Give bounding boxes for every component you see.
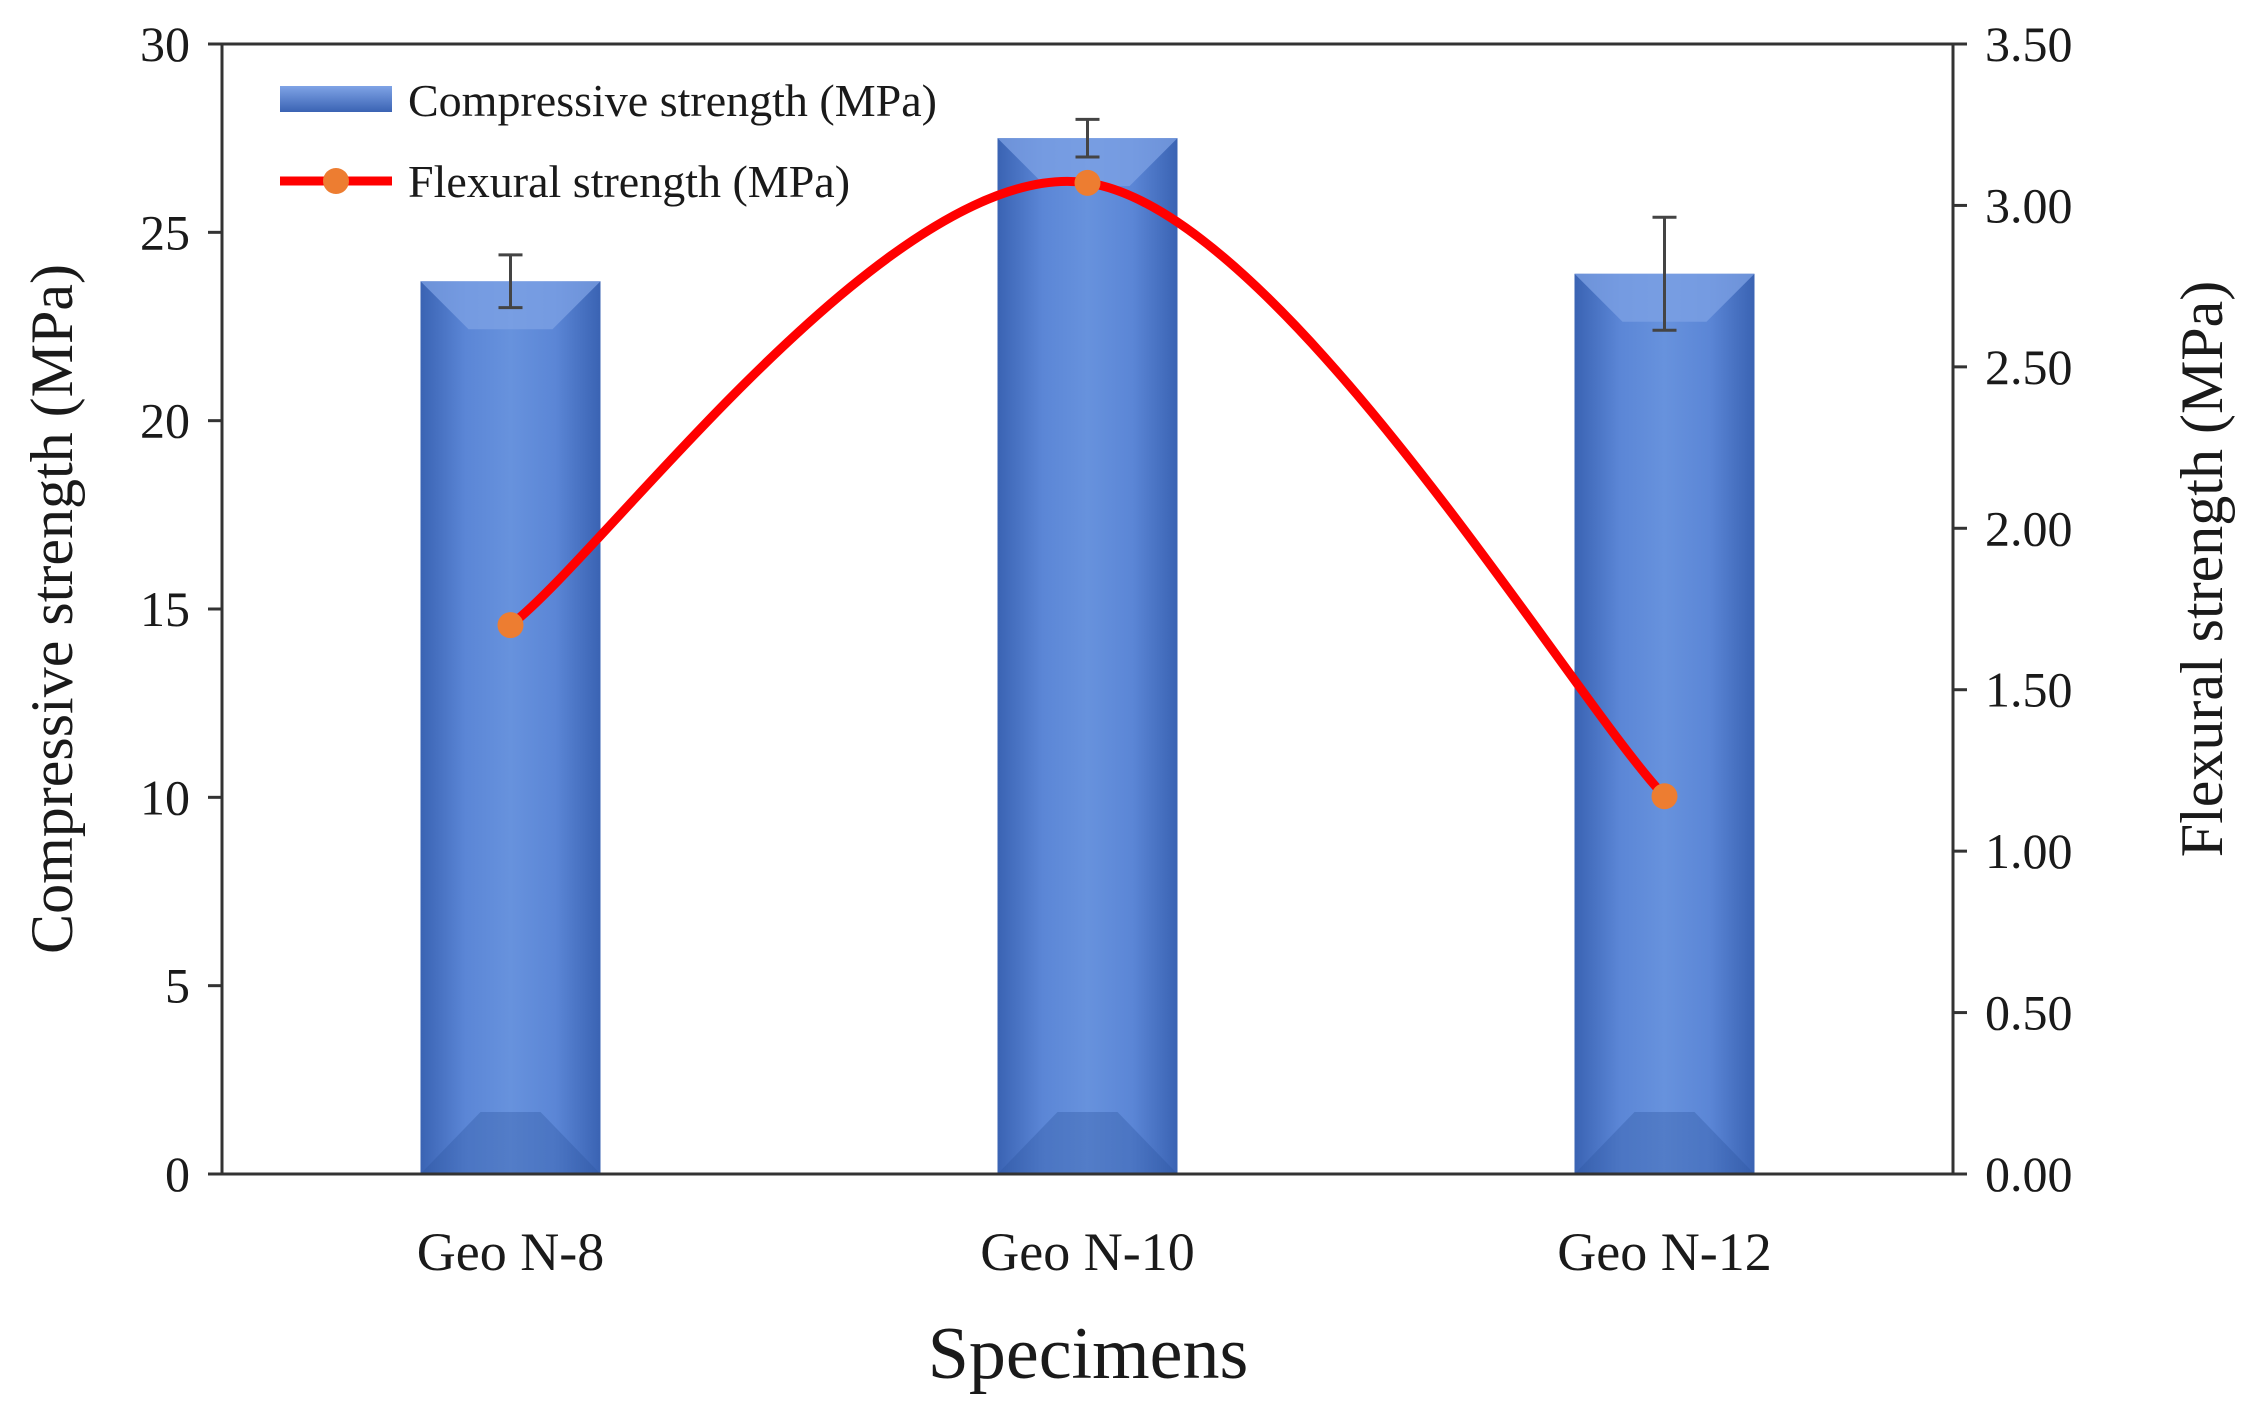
bar-geo-n-8 (420, 281, 601, 1174)
y-right-tick-label: 1.00 (1985, 823, 2073, 879)
flexural-point-geo-n-8 (497, 612, 524, 639)
legend-swatch-bar (280, 86, 392, 112)
y-right-tick-label: 1.50 (1985, 662, 2073, 718)
y-left-tick-label: 20 (140, 393, 190, 449)
x-category-label: Geo N-10 (980, 1222, 1194, 1282)
legend: Compressive strength (MPa) Flexural stren… (280, 75, 937, 207)
y-right-tick-label: 3.50 (1985, 16, 2073, 72)
y-right-tick-label: 3.00 (1985, 177, 2073, 233)
flexural-point-geo-n-10 (1074, 169, 1101, 196)
y-left-tick-label: 0 (165, 1146, 190, 1202)
bar-top-bevel (997, 138, 1178, 187)
y-left-tick-label: 25 (140, 204, 190, 260)
legend-label-flexural: Flexural strength (MPa) (408, 156, 850, 207)
legend-label-compressive: Compressive strength (MPa) (408, 75, 937, 126)
bar-bottom-bevel (997, 1112, 1178, 1174)
x-axis-title: Specimens (928, 1313, 1249, 1395)
axes: 0 5 10 15 20 25 30 0.00 0.50 1.00 1.50 2.00 2.50 3.00… (19, 16, 2235, 1395)
y-left-tick-label: 5 (165, 958, 190, 1014)
y-axis-right-title: Flexural strength (MPa) (2169, 281, 2235, 858)
y-left-tick-label: 30 (140, 16, 190, 72)
y-right-tick-label: 2.50 (1985, 339, 2073, 395)
bar-bottom-bevel (420, 1112, 601, 1174)
legend-swatch-marker (323, 168, 349, 194)
y-right-tick-label: 2.00 (1985, 500, 2073, 556)
flexural-point-geo-n-12 (1651, 783, 1678, 810)
bar-geo-n-10 (997, 138, 1178, 1175)
y-right-tick-label: 0.50 (1985, 985, 2073, 1041)
y-left-tick-label: 15 (140, 581, 190, 637)
y-axis-left-title: Compressive strength (MPa) (19, 264, 85, 954)
x-category-label: Geo N-8 (417, 1222, 604, 1282)
y-left-tick-label: 10 (140, 769, 190, 825)
plot-area (420, 117, 1755, 1175)
bar-bottom-bevel (1574, 1112, 1755, 1174)
y-right-tick-label: 0.00 (1985, 1146, 2073, 1202)
x-category-label: Geo N-12 (1557, 1222, 1771, 1282)
